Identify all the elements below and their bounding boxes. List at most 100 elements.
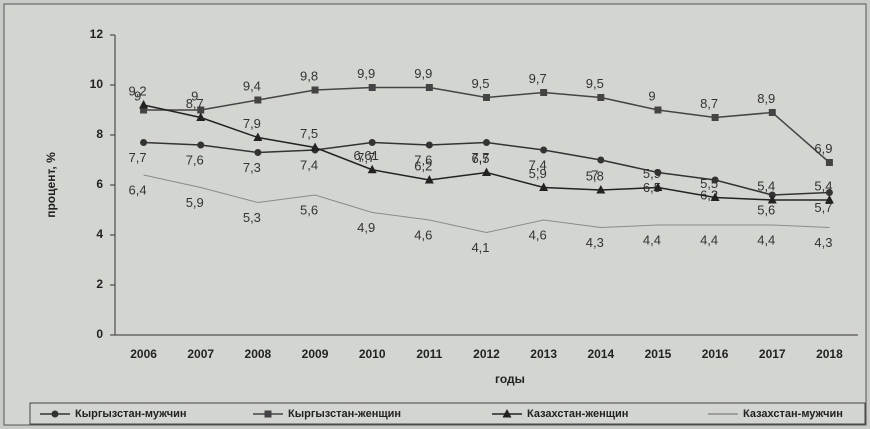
point [483, 139, 490, 146]
point [654, 169, 662, 176]
point [596, 185, 606, 194]
data-label: 5,6 [757, 202, 775, 217]
data-label: 7 [591, 167, 598, 182]
data-label: 4,6 [529, 227, 547, 242]
data-label: 4,3 [586, 235, 604, 250]
data-label: 4,3 [814, 235, 832, 250]
point [367, 164, 377, 174]
data-label: 5,9 [643, 166, 661, 181]
data-label: 4,4 [757, 232, 775, 247]
point [653, 182, 663, 191]
x-tick-label: 2009 [302, 347, 329, 361]
data-label: 7,9 [243, 116, 261, 131]
point [710, 192, 720, 201]
data-label: 9 [191, 88, 198, 103]
x-tick-label: 2012 [473, 347, 500, 361]
point [139, 100, 149, 109]
data-label: 4,1 [471, 240, 489, 255]
data-label: 8,7 [186, 96, 204, 111]
data-label: 4,6 [414, 227, 432, 242]
point [197, 106, 205, 114]
data-label: 7,6 [414, 152, 432, 167]
data-label: 7,4 [300, 157, 318, 172]
x-axis-label: годы [495, 372, 525, 386]
data-label: 8,7 [700, 96, 718, 111]
point [768, 109, 776, 116]
point [540, 89, 548, 96]
data-label: 6,2 [414, 158, 432, 173]
data-label: 9,8 [300, 68, 318, 83]
point [196, 112, 206, 121]
x-tick-label: 2016 [702, 347, 729, 361]
point [597, 94, 605, 101]
x-tick-label: 2015 [645, 347, 672, 361]
data-label: 4,9 [357, 220, 375, 235]
x-tick-label: 2014 [587, 347, 614, 361]
data-label: 6,4 [129, 182, 147, 197]
point [254, 149, 262, 156]
data-label: 9 [648, 88, 655, 103]
legend-label: Казахстан-мужчин [743, 408, 843, 420]
data-label: 9,2 [129, 83, 147, 98]
data-label: 9 [134, 88, 141, 103]
x-tick-label: 2007 [187, 347, 214, 361]
point [254, 96, 262, 104]
y-tick-label: 6 [96, 177, 103, 191]
data-label: 7,7 [471, 150, 489, 165]
data-label: 5,6 [300, 202, 318, 217]
point [368, 139, 376, 146]
point [425, 141, 433, 149]
x-tick-label: 2013 [530, 347, 557, 361]
y-tick-label: 12 [90, 27, 104, 41]
data-label: 7,4 [529, 157, 547, 172]
x-tick-label: 2008 [245, 347, 272, 361]
legend-label: Кыргызстан-женщин [288, 408, 401, 420]
point [264, 410, 272, 418]
point [483, 94, 490, 101]
point [825, 189, 833, 196]
point [311, 86, 319, 94]
data-label: 9,7 [529, 71, 547, 86]
data-label: 7,5 [300, 126, 318, 141]
data-label: 9,5 [471, 76, 489, 91]
frame [3, 3, 867, 426]
point [140, 106, 148, 114]
data-label: 7,6 [186, 152, 204, 167]
point [824, 195, 834, 204]
data-label: 5,7 [814, 200, 832, 215]
point [502, 409, 512, 418]
data-label: 5,5 [700, 176, 718, 191]
point [482, 167, 491, 176]
y-tick-label: 8 [96, 127, 103, 141]
data-label: 7,7 [357, 150, 375, 165]
x-tick-label: 2011 [416, 347, 442, 361]
data-label: 5,3 [243, 210, 261, 225]
data-label: 6,5 [471, 151, 489, 166]
point [825, 159, 833, 166]
legend-box [29, 402, 866, 425]
point [253, 132, 263, 141]
point [140, 139, 148, 146]
point [711, 176, 719, 184]
point [711, 114, 719, 121]
data-label: 5,9 [186, 195, 204, 210]
point [539, 182, 549, 191]
data-label: 7,7 [129, 150, 147, 165]
x-tick-label: 2006 [130, 347, 157, 361]
point [654, 106, 662, 114]
legend-label: Кыргызстан-мужчин [75, 408, 187, 420]
data-label: 5,4 [814, 178, 832, 193]
data-label: 9,5 [586, 76, 604, 91]
data-label: 5,9 [529, 166, 547, 181]
data-label: 8,9 [757, 91, 775, 106]
data-label: 5,8 [586, 168, 604, 183]
point [425, 84, 433, 91]
point [540, 146, 548, 154]
x-tick-label: 2010 [359, 347, 386, 361]
y-tick-label: 4 [96, 227, 103, 241]
point [197, 141, 205, 149]
data-label: 4,4 [643, 232, 661, 247]
data-label: 9,9 [357, 66, 375, 81]
y-axis-label: процент, % [44, 152, 58, 218]
